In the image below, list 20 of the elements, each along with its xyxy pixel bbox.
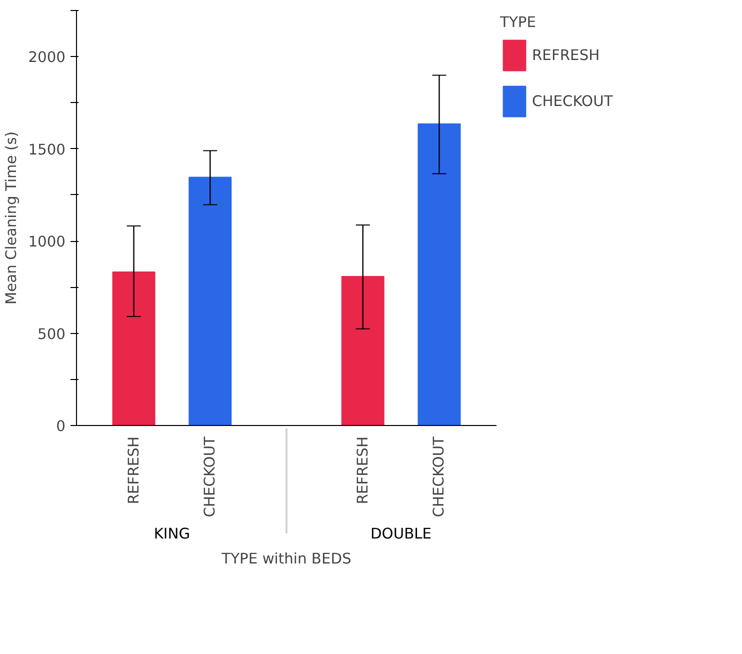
x-axis-title: TYPE within BEDS (220, 550, 352, 568)
text: REFRESH (125, 436, 142, 504)
legend-label: CHECKOUT (532, 92, 613, 110)
text: CHECKOUT (430, 436, 448, 518)
y-tick-label: 500 (38, 326, 66, 343)
legend-title: TYPE (500, 14, 538, 31)
y-axis-title: Mean Cleaning Time (s) (3, 131, 20, 305)
x-tick-label: DOUBLE (370, 525, 432, 542)
text: REFRESH (354, 436, 372, 504)
legend-label: REFRESH (532, 46, 600, 64)
x-tick-label: KING (154, 525, 190, 542)
bar (112, 272, 156, 426)
y-tick-label: 2000 (28, 49, 66, 66)
y-tick-label: 1000 (28, 234, 66, 251)
y-tick-label: 1500 (28, 141, 66, 158)
text: CHECKOUT (202, 436, 219, 518)
bar (188, 176, 232, 426)
bar (418, 123, 461, 426)
bar (341, 276, 384, 426)
y-tick-label: 0 (56, 418, 66, 435)
